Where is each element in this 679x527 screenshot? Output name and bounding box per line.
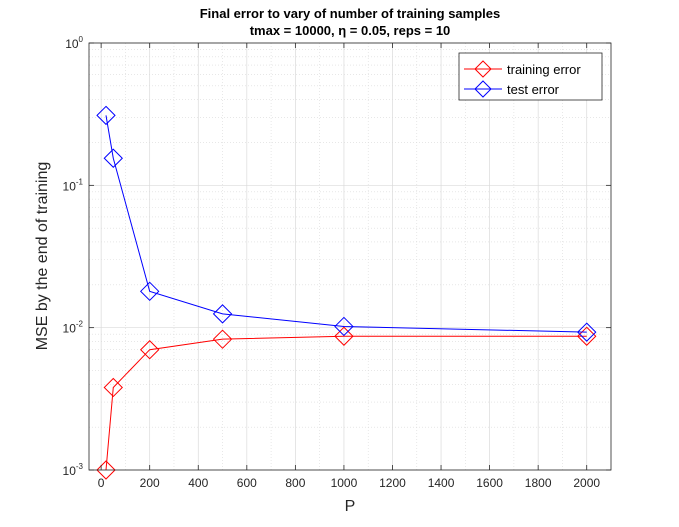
y-tick-exponent: -2: [76, 320, 84, 329]
y-tick-base: 10: [63, 322, 77, 336]
chart-title: Final error to vary of number of trainin…: [200, 6, 501, 21]
training-error-point: [96, 460, 116, 480]
y-tick-exponent: -1: [76, 177, 84, 186]
legend-test-error-marker: [474, 80, 492, 98]
training-error-point: [139, 340, 160, 360]
y-tick-label: 10-3: [63, 462, 84, 478]
test-error-point: [103, 148, 123, 168]
test-error-point: [334, 316, 354, 337]
plot-area: [89, 43, 611, 470]
x-tick-label: 200: [140, 476, 160, 490]
x-tick-label: 1400: [428, 476, 455, 490]
x-tick-label: 1800: [525, 476, 552, 490]
test-error-point: [577, 322, 597, 342]
x-tick-label: 2000: [573, 476, 600, 490]
x-tick-label: 600: [237, 476, 257, 490]
training-error-point: [334, 326, 354, 346]
x-tick-label: 800: [285, 476, 305, 490]
legend-training-error-label: training error: [507, 62, 581, 77]
training-error-line: [105, 335, 587, 471]
legend-training-error-marker: [474, 60, 492, 78]
y-tick-exponent: 0: [79, 35, 84, 44]
series-layer: [96, 105, 597, 480]
test-error-point: [212, 304, 233, 324]
training-error-point: [212, 329, 233, 349]
x-tick-label: 400: [188, 476, 208, 490]
legend: training error test error: [458, 52, 603, 101]
axes-box: [88, 42, 612, 471]
x-tick-label: 1000: [331, 476, 358, 490]
y-tick-base: 10: [63, 179, 77, 193]
y-tick-exponent: -3: [76, 462, 84, 471]
chart-subtitle: tmax = 10000, η = 0.05, reps = 10: [250, 23, 451, 38]
training-error-point: [577, 326, 597, 346]
y-tick-base: 10: [63, 464, 77, 478]
test-error-point: [139, 281, 160, 302]
y-axis-label: MSE by the end of training: [34, 162, 51, 351]
legend-test-error-label: test error: [507, 82, 560, 97]
x-tick-label: 1200: [379, 476, 406, 490]
y-tick-label: 10-1: [63, 177, 84, 193]
y-tick-base: 10: [65, 37, 79, 51]
x-tick-label: 1600: [476, 476, 503, 490]
test-error-point: [96, 105, 116, 126]
y-tick-label: 10-2: [63, 320, 84, 336]
y-tick-label: 100: [65, 35, 83, 51]
training-error-point: [103, 377, 123, 398]
x-tick-label: 0: [98, 476, 105, 490]
x-axis-label: P: [345, 498, 356, 515]
x-ticks: 0 200 400 600 800 1000 1200 1400 1600 1800 2000: [98, 43, 600, 490]
